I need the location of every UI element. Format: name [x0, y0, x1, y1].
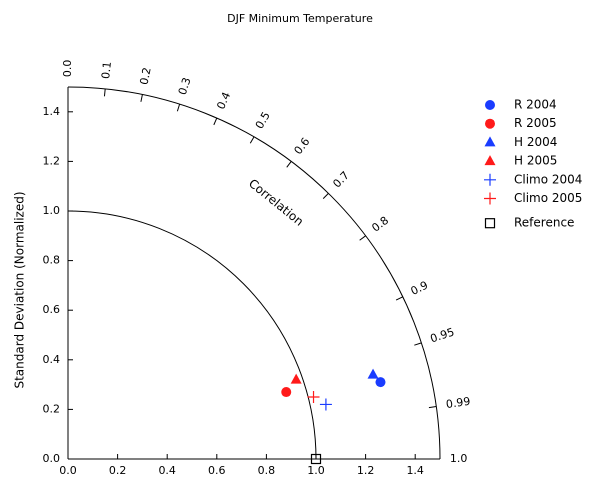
corr-tick-label: 0.3 — [176, 76, 194, 97]
corr-tick — [213, 117, 218, 126]
legend-label: R 2004 — [514, 98, 557, 112]
legend-label: Climo 2004 — [514, 172, 582, 186]
corr-tick-label: 0.99 — [445, 395, 471, 411]
y-tick-label: 1.4 — [43, 105, 61, 118]
outer-arc — [67, 86, 441, 460]
x-tick-label: 0.8 — [258, 464, 276, 477]
data-point — [281, 387, 292, 398]
corr-tick — [140, 94, 143, 102]
data-point — [307, 391, 320, 403]
x-tick-label: 1.4 — [406, 464, 424, 477]
legend-label: R 2005 — [514, 116, 557, 130]
data-point — [290, 373, 302, 384]
data-point — [375, 377, 386, 388]
corr-tick — [359, 235, 366, 241]
corr-tick-label: 0.2 — [138, 66, 154, 86]
x-tick-label: 0.6 — [208, 464, 226, 477]
legend-marker — [484, 155, 496, 166]
corr-tick-label: 0.5 — [253, 110, 273, 132]
x-tick-label: 0.4 — [158, 464, 176, 477]
legend-marker — [484, 192, 496, 205]
corr-tick — [322, 192, 329, 200]
legend-label: H 2005 — [514, 154, 557, 168]
y-tick-label: 0.2 — [43, 402, 61, 415]
corr-tick — [286, 161, 292, 168]
corr-tick — [249, 136, 255, 144]
legend-marker — [485, 100, 495, 110]
corr-tick-label: 0.0 — [61, 60, 74, 78]
legend-label: Reference — [514, 216, 574, 230]
corr-tick-label: 0.9 — [409, 279, 430, 298]
legend-label: H 2004 — [514, 135, 557, 149]
corr-tick-label: 0.8 — [369, 214, 391, 235]
y-tick-label: 0.4 — [43, 353, 61, 366]
data-point — [367, 368, 379, 379]
legend-marker — [485, 118, 495, 129]
legend-marker — [484, 218, 496, 229]
legend-marker — [484, 136, 496, 147]
corr-tick — [395, 296, 404, 301]
y-tick-label: 0.0 — [43, 452, 61, 465]
y-tick-label: 1.2 — [43, 154, 61, 167]
corr-axis-label: Correlation — [246, 176, 306, 229]
corr-tick-label: 0.7 — [330, 169, 352, 191]
reference-point — [310, 453, 322, 465]
y-tick-label: 0.6 — [43, 303, 61, 316]
chart-title: DJF Minimum Temperature — [227, 12, 373, 25]
reference-arc — [67, 210, 317, 460]
corr-tick-label: 1.0 — [450, 452, 468, 465]
corr-tick — [414, 342, 422, 346]
corr-tick-label: 0.6 — [292, 135, 313, 157]
x-tick-label: 1.2 — [357, 464, 375, 477]
x-tick-label: 1.0 — [307, 464, 325, 477]
y-axis-label: Standard Deviation (Normalized) — [13, 191, 27, 388]
legend-marker — [484, 173, 496, 186]
corr-tick-label: 0.4 — [214, 90, 233, 111]
legend-label: Climo 2005 — [514, 191, 582, 205]
corr-tick-label: 0.1 — [99, 61, 114, 80]
y-tick-label: 0.8 — [43, 254, 61, 267]
y-tick-label: 1.0 — [43, 204, 61, 217]
corr-tick — [103, 88, 106, 97]
corr-tick-label: 0.95 — [429, 325, 456, 345]
corr-tick — [428, 406, 437, 409]
corr-tick — [176, 103, 181, 112]
data-point — [319, 398, 332, 411]
x-tick-label: 0.0 — [59, 464, 77, 477]
x-tick-label: 0.2 — [109, 464, 127, 477]
